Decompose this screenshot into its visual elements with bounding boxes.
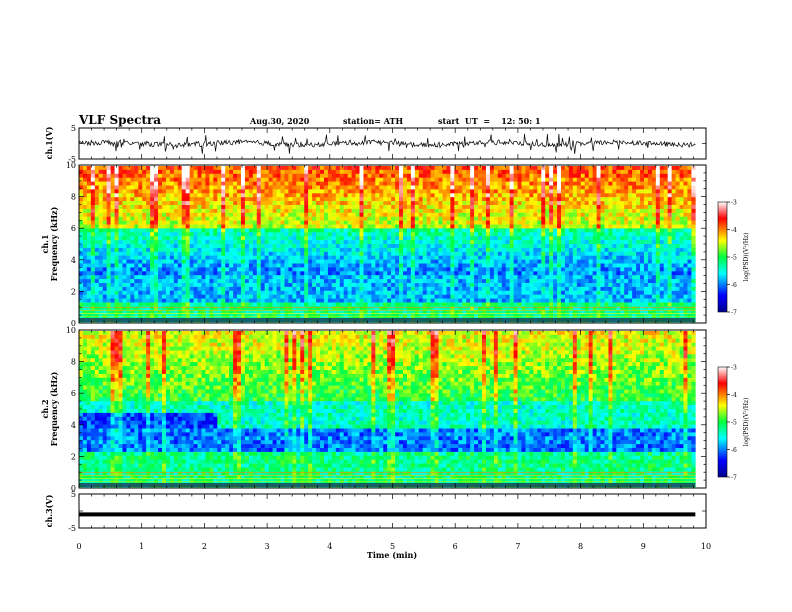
y-tick-label: 6 (71, 389, 76, 398)
y-tick-label: 8 (71, 358, 76, 367)
ch1-waveform-ylabel: ch.1(V) (44, 126, 54, 159)
y-tick-label: 2 (71, 287, 76, 296)
y-tick-label: -5 (68, 155, 76, 164)
colorbar-tick-label: -6 (731, 282, 737, 289)
y-tick-label: 2 (71, 452, 76, 461)
ch3-waveform-trace (79, 512, 696, 517)
ch1-spectrogram-ylabel-2: Frequency (kHz) (49, 206, 59, 281)
ch3-waveform-ylabel: ch.3(V) (44, 494, 54, 527)
tick-labels: 0 1 2 3 4 5 6 7 8 9 100246810-3-4-5-6-70246810-3-4… (66, 124, 737, 551)
x-tick-label: 1 (139, 542, 144, 551)
x-tick-label: 4 (327, 542, 332, 551)
y-tick-label: -5 (68, 524, 76, 533)
x-tick-label: 2 (202, 542, 207, 551)
colorbar-tick-label: -7 (731, 310, 737, 317)
colorbar-tick-label: -5 (731, 255, 737, 262)
x-tick-label: 8 (578, 542, 583, 551)
colorbar-tick-label: -4 (731, 227, 737, 234)
y-tick-label: 8 (71, 193, 76, 202)
x-tick-label: 10 (701, 542, 711, 551)
colorbar-tick-label: -5 (731, 420, 737, 427)
colorbar-tick-label: -3 (731, 365, 737, 372)
ch2-spectrogram-ylabel-1: ch.2 (40, 399, 50, 418)
ch1-spectrogram-image (79, 166, 706, 323)
y-tick-label: 0 (71, 484, 76, 493)
x-tick-label: 0 (76, 542, 81, 551)
x-tick-label: 5 (390, 542, 395, 551)
x-tick-label: 7 (515, 542, 520, 551)
colorbar-tick-label: -3 (731, 200, 737, 207)
ch2-spectrogram-image (79, 331, 706, 488)
x-tick-label: 3 (265, 542, 270, 551)
ch2-colorbar-label: log(PSD)(V²/Hz) (743, 398, 750, 447)
x-tick-label: 6 (453, 542, 458, 551)
figure-start-time: start UT = 12: 50: 1 (438, 116, 541, 126)
axis-ticks (78, 127, 730, 529)
y-tick-label: 5 (71, 490, 76, 499)
y-tick-label: 4 (71, 421, 76, 430)
ch1-waveform-trace (78, 133, 696, 155)
ch2-colorbar (717, 366, 728, 478)
y-tick-label: 0 (71, 319, 76, 328)
figure-title: VLF Spectra (79, 113, 162, 127)
colorbar-tick-label: -6 (731, 447, 737, 454)
ch2-spectrogram-ylabel-2: Frequency (kHz) (49, 371, 59, 446)
ch1-colorbar-label: log(PSD)(V²/Hz) (743, 233, 750, 282)
y-tick-label: 10 (66, 326, 76, 335)
y-tick-label: 5 (71, 124, 76, 133)
y-tick-label: 10 (66, 161, 76, 170)
colorbar-tick-label: -7 (731, 475, 737, 482)
ch3-waveform-frame (78, 493, 707, 529)
y-tick-label: 6 (71, 224, 76, 233)
x-tick-label: 9 (641, 542, 646, 551)
ch1-colorbar (717, 201, 728, 313)
figure-station: station= ATH (343, 116, 404, 126)
colorbar-tick-label: -4 (731, 392, 737, 399)
figure-date: Aug.30, 2020 (250, 116, 310, 126)
ch1-spectrogram-ylabel-1: ch.1 (40, 234, 50, 253)
x-axis-label: Time (min) (367, 550, 417, 560)
y-tick-label: 4 (71, 256, 76, 265)
